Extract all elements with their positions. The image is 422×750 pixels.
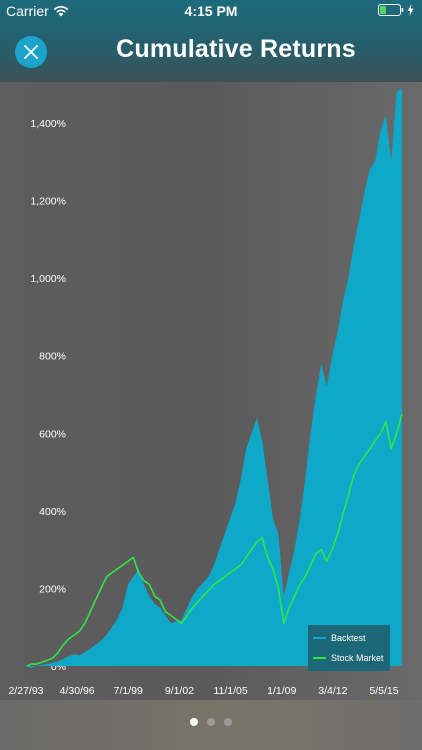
legend-label-stock-market: Stock Market	[331, 653, 384, 663]
y-tick-label: 200%	[39, 583, 66, 595]
y-tick-label: 400%	[39, 506, 66, 518]
chart-legend: Backtest Stock Market	[308, 625, 390, 671]
x-tick-label: 9/1/02	[165, 685, 194, 697]
wifi-icon	[53, 5, 69, 17]
x-tick-label: 7/1/99	[114, 685, 143, 697]
legend-item-stock-market: Stock Market	[313, 653, 384, 663]
page-title: Cumulative Returns	[116, 35, 356, 63]
x-axis-ticks: 2/27/93 4/30/96 7/1/99 9/1/02 11/1/05 1/1/09 3…	[8, 685, 398, 697]
y-tick-label: 1,200%	[30, 196, 66, 208]
x-tick-label: 4/30/96	[60, 685, 95, 697]
status-time: 4:15 PM	[184, 3, 238, 19]
charging-bolt-icon	[407, 4, 414, 16]
y-tick-label: 600%	[39, 428, 66, 440]
legend-swatch-backtest	[313, 637, 326, 639]
x-tick-label: 11/1/05	[213, 685, 247, 697]
legend-item-backtest: Backtest	[313, 633, 366, 643]
y-axis-ticks: 0%200%400%600%800%1,000%1,200%1,400%	[30, 118, 66, 673]
carrier-info: Carrier	[6, 3, 69, 19]
page-dot[interactable]	[224, 718, 232, 726]
battery-indicator	[378, 4, 414, 16]
close-button[interactable]	[15, 36, 47, 68]
status-bar: Carrier 4:15 PM	[0, 0, 422, 22]
page-dot[interactable]	[190, 718, 198, 726]
series-stock-market-line	[26, 413, 403, 667]
legend-label-backtest: Backtest	[331, 633, 366, 643]
close-icon	[24, 45, 38, 59]
legend-swatch-stock-market	[313, 657, 326, 659]
carrier-label: Carrier	[6, 3, 49, 19]
y-tick-label: 1,000%	[30, 273, 66, 285]
page-dot[interactable]	[207, 718, 215, 726]
series-backtest-area	[27, 88, 402, 668]
x-tick-label: 1/1/09	[267, 685, 296, 697]
y-tick-label: 1,400%	[30, 118, 66, 130]
page-indicator[interactable]	[0, 718, 422, 726]
x-tick-label: 2/27/93	[8, 685, 43, 697]
x-tick-label: 5/5/15	[369, 685, 398, 697]
y-tick-label: 800%	[39, 351, 66, 363]
x-tick-label: 3/4/12	[318, 685, 347, 697]
header-band	[0, 0, 422, 82]
battery-icon	[378, 4, 404, 16]
